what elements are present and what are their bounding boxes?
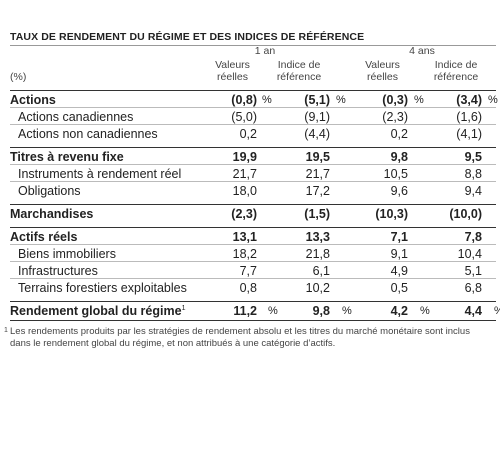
table-row: Rendement global du régime1 11,2% 9,8% 4,2%…	[10, 301, 500, 319]
cell-value: 5,1	[464, 264, 482, 278]
row-label: Marchandises	[10, 207, 94, 221]
table-row: Titres à revenu fixe 19,9 19,5 9,8 9,5	[10, 147, 496, 165]
cell-value: 17,2	[305, 184, 330, 198]
column-header: Valeurs réelles	[215, 59, 250, 83]
cell-value: 0,8	[239, 281, 257, 295]
cell-unit: %	[262, 94, 272, 106]
cell-unit: %	[342, 305, 352, 317]
table-rule	[10, 320, 496, 321]
column-header: Indice de référence	[276, 59, 322, 83]
row-label: Rendement global du régime1	[10, 304, 186, 318]
cell-value: 7,1	[390, 230, 408, 244]
row-label: Actions	[10, 93, 56, 107]
cell-value: 9,8	[312, 304, 330, 318]
footnote: Les rendements produits par les stratégi…	[10, 326, 470, 349]
cell-value: 21,7	[305, 167, 330, 181]
cell-value: 11,2	[233, 304, 257, 318]
cell-value: 0,5	[390, 281, 408, 295]
table-row: Infrastructures 7,7 6,1 4,9 5,1	[10, 261, 496, 279]
cell-value: (10,0)	[449, 207, 482, 221]
cell-value: 9,6	[390, 184, 408, 198]
table-row: Marchandises (2,3) (1,5) (10,3) (10,0)	[10, 204, 496, 222]
title-rule	[10, 45, 496, 46]
period-header: 1 an	[254, 45, 276, 57]
cell-value: (10,3)	[375, 207, 408, 221]
footnote-ref: 1	[181, 304, 186, 312]
cell-value: 19,5	[305, 150, 330, 164]
cell-value: (2,3)	[382, 110, 408, 124]
row-label: Infrastructures	[18, 264, 98, 278]
table-row: Terrains forestiers exploitables 0,8 10,2 0…	[10, 278, 496, 296]
cell-value: 7,7	[239, 264, 257, 278]
cell-value: 19,9	[232, 150, 257, 164]
cell-value: (4,1)	[456, 127, 482, 141]
row-label: Instruments à rendement réel	[18, 167, 182, 181]
table-title: TAUX DE RENDEMENT DU RÉGIME ET DES INDIC…	[10, 31, 365, 43]
cell-value: 21,7	[232, 167, 257, 181]
table-row: Actions canadiennes (5,0) (9,1) (2,3) (1,6)	[10, 107, 496, 125]
cell-value: (1,6)	[456, 110, 482, 124]
table-row: Instruments à rendement réel 21,7 21,7 10,5…	[10, 164, 496, 182]
period-header: 4 ans	[409, 45, 435, 57]
cell-value: 9,5	[464, 150, 482, 164]
cell-value: 9,1	[390, 247, 408, 261]
row-label: Actifs réels	[10, 230, 78, 244]
cell-value: 13,1	[232, 230, 257, 244]
cell-value: 4,4	[464, 304, 482, 318]
cell-value: 0,2	[239, 127, 257, 141]
unit-label: (%)	[10, 71, 27, 83]
column-header: Valeurs réelles	[365, 59, 400, 83]
row-label: Actions canadiennes	[18, 110, 134, 124]
cell-value: 21,8	[305, 247, 330, 261]
cell-unit: %	[420, 305, 430, 317]
cell-value: 7,8	[464, 230, 482, 244]
cell-value: 10,4	[457, 247, 482, 261]
cell-unit: %	[494, 305, 500, 317]
cell-value: (4,4)	[304, 127, 330, 141]
cell-value: 10,5	[383, 167, 408, 181]
table-row: Biens immobiliers 18,2 21,8 9,1 10,4	[10, 244, 496, 262]
cell-unit: %	[414, 94, 424, 106]
row-label: Terrains forestiers exploitables	[18, 281, 187, 295]
cell-value: (3,4)	[456, 93, 482, 107]
cell-value: 4,2	[390, 304, 408, 318]
cell-value: 13,3	[305, 230, 330, 244]
cell-value: 18,2	[232, 247, 257, 261]
table-row: Obligations 18,0 17,2 9,6 9,4	[10, 181, 496, 199]
cell-value: 0,2	[390, 127, 408, 141]
footnote-mark: 1	[4, 327, 8, 334]
cell-value: 6,1	[312, 264, 330, 278]
column-header: Indice de référence	[433, 59, 479, 83]
cell-value: (0,3)	[382, 93, 408, 107]
cell-value: 18,0	[232, 184, 257, 198]
cell-value: (1,5)	[304, 207, 330, 221]
cell-unit: %	[336, 94, 346, 106]
cell-value: 8,8	[464, 167, 482, 181]
cell-value: 6,8	[464, 281, 482, 295]
cell-value: (2,3)	[231, 207, 257, 221]
table-row: Actions (0,8)% (5,1)% (0,3)% (3,4)%	[10, 90, 498, 108]
cell-value: (5,1)	[304, 93, 330, 107]
row-label: Actions non canadiennes	[18, 127, 158, 141]
table-row: Actions non canadiennes 0,2 (4,4) 0,2 (4,1)	[10, 124, 496, 142]
cell-value: 10,2	[305, 281, 330, 295]
table-row: Actifs réels 13,1 13,3 7,1 7,8	[10, 227, 496, 245]
cell-value: (5,0)	[231, 110, 257, 124]
cell-value: 9,4	[464, 184, 482, 198]
cell-unit: %	[488, 94, 498, 106]
row-label: Obligations	[18, 184, 81, 198]
cell-value: (9,1)	[304, 110, 330, 124]
cell-value: (0,8)	[231, 93, 257, 107]
row-label: Biens immobiliers	[18, 247, 116, 261]
cell-value: 9,8	[390, 150, 408, 164]
cell-unit: %	[268, 305, 278, 317]
row-label: Titres à revenu fixe	[10, 150, 124, 164]
cell-value: 4,9	[390, 264, 408, 278]
